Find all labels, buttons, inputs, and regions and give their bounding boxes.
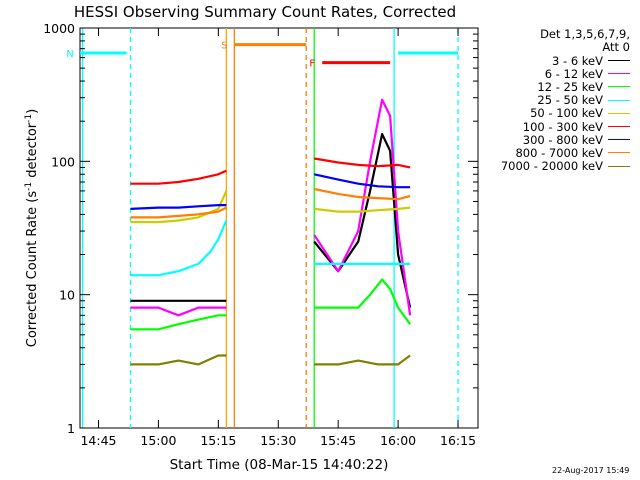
x-tick-label-0: 14:45 <box>80 433 116 448</box>
legend-swatch-5 <box>608 126 630 128</box>
legend-label-1: 6 - 12 keV <box>544 66 603 81</box>
legend-rows: 3 - 6 keV 6 - 12 keV 12 - 25 keV 25 - 50 ke… <box>474 54 634 173</box>
y-tick-label-1: 10 <box>59 288 75 303</box>
x-tick-label-3: 15:30 <box>260 433 296 448</box>
legend-swatch-4 <box>608 112 630 114</box>
legend-item-4: 50 - 100 keV <box>474 106 634 121</box>
series-8-segment-1 <box>314 354 411 366</box>
series-5-segment-0 <box>130 169 227 185</box>
y-tick-label-2: 100 <box>51 154 75 169</box>
y-axis-label-a: Corrected Count Rate (s <box>25 191 40 348</box>
legend-header-line-2: Att 0 <box>602 40 630 54</box>
plot-frame <box>79 27 479 429</box>
flag-n-label: N <box>66 49 73 60</box>
legend-label-2: 12 - 25 keV <box>537 79 603 94</box>
series-3-segment-0 <box>130 220 228 277</box>
x-axis-label: Start Time (08-Mar-15 14:40:22) <box>170 457 389 473</box>
legend-item-7: 800 - 7000 keV <box>474 145 634 160</box>
legend-swatch-1 <box>608 73 630 75</box>
legend-header-line-1: Det 1,3,5,6,7,9, <box>540 27 630 41</box>
legend-item-3: 25 - 50 keV <box>474 93 634 108</box>
series-2-segment-0 <box>130 314 227 331</box>
legend-label-0: 3 - 6 keV <box>552 53 603 68</box>
legend-label-4: 50 - 100 keV <box>530 106 603 121</box>
series-6-segment-1 <box>313 173 411 189</box>
y-axis-label-sup1: -1 <box>24 182 34 191</box>
series-6-segment-0 <box>130 204 227 210</box>
series-5-segment-1 <box>314 157 411 169</box>
y-axis-label-b: detector <box>25 122 40 182</box>
legend-label-3: 25 - 50 keV <box>537 93 603 108</box>
legend-swatch-8 <box>608 165 630 167</box>
legend-label-7: 800 - 7000 keV <box>515 145 603 160</box>
timestamp: 22-Aug-2017 15:49 <box>552 466 630 475</box>
y-axis-label-sup2: -1 <box>24 114 34 123</box>
flag-s-label: S <box>221 41 227 52</box>
legend-swatch-3 <box>608 99 630 101</box>
series-2-segment-1 <box>314 278 411 325</box>
series-4-segment-1 <box>314 206 411 213</box>
x-tick-label-6: 16:15 <box>440 433 476 448</box>
y-tick-label-3: 1000 <box>43 21 75 36</box>
chart-title: HESSI Observing Summary Count Rates, Cor… <box>74 3 456 21</box>
legend-item-5: 100 - 300 keV <box>474 119 634 134</box>
legend-swatch-7 <box>608 152 630 154</box>
series-7-segment-1 <box>313 187 411 201</box>
y-axis-label: Corrected Count Rate (s-1 detector-1) <box>24 109 40 347</box>
flag-f-label: F <box>309 59 315 70</box>
x-tick-label-2: 15:15 <box>200 433 236 448</box>
y-tick-label-0: 1 <box>67 421 75 436</box>
y-axis-label-c: ) <box>25 109 40 114</box>
legend-label-5: 100 - 300 keV <box>522 119 603 134</box>
legend-item-6: 300 - 800 keV <box>474 132 634 147</box>
axes-layer: 14:45 15:00 15:15 15:30 15:45 16:00 16:15 1 10 10… <box>43 21 478 448</box>
series-7-segment-0 <box>130 206 227 219</box>
legend-item-2: 12 - 25 keV <box>474 79 634 94</box>
series-1-segment-1 <box>313 98 412 316</box>
x-tick-label-5: 16:00 <box>380 433 416 448</box>
series-1-segment-0 <box>130 306 227 317</box>
legend-swatch-6 <box>608 139 630 141</box>
legend-label-8: 7000 - 20000 keV <box>500 159 603 174</box>
x-tick-label-4: 15:45 <box>320 433 356 448</box>
series-layer <box>130 98 412 366</box>
legend-item-0: 3 - 6 keV <box>474 53 634 68</box>
legend-label-6: 300 - 800 keV <box>522 132 603 147</box>
x-tick-label-1: 15:00 <box>140 433 176 448</box>
legend-item-1: 6 - 12 keV <box>474 66 634 81</box>
legend-item-8: 7000 - 20000 keV <box>474 159 634 174</box>
legend: Det 1,3,5,6,7,9, Att 0 3 - 6 keV 6 - 12 k… <box>474 28 634 173</box>
event-lines <box>81 28 459 428</box>
legend-swatch-0 <box>608 60 630 62</box>
legend-swatch-2 <box>608 86 630 88</box>
series-8-segment-0 <box>130 354 227 366</box>
flag-layer: N S F <box>66 41 459 70</box>
